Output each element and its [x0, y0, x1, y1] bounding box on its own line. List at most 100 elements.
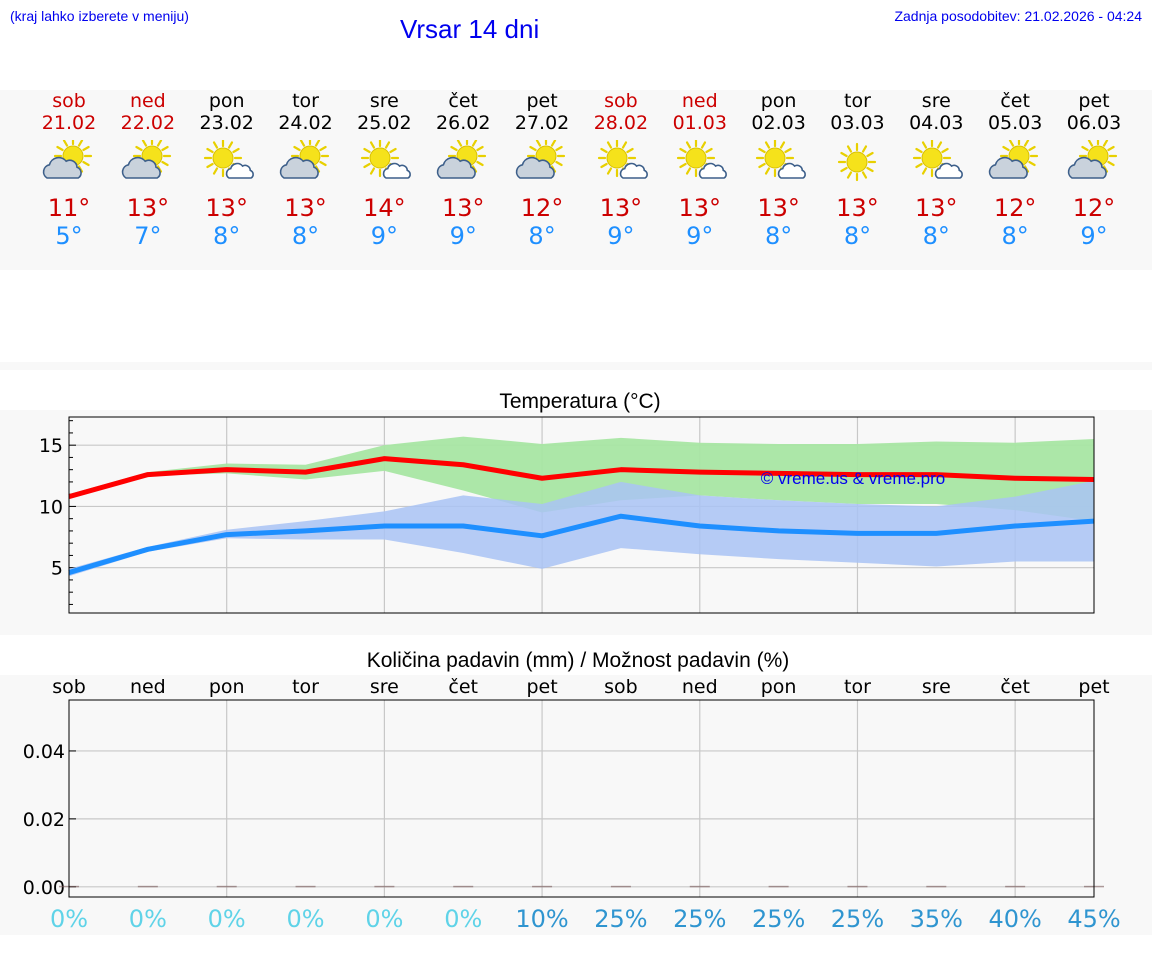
precipitation-y-tick-label: 0.00 [23, 877, 65, 899]
sun-small-cloud-icon [581, 140, 661, 184]
day-date: 03.03 [830, 112, 885, 134]
day-name: pon [208, 90, 245, 112]
page-title: Vrsar 14 dni [400, 14, 540, 44]
sun-icon [817, 140, 897, 184]
max-temperature-range-band [69, 436, 1094, 522]
forecast-day: pet 27.02 12° 8° [502, 90, 582, 250]
day-name: pet [1078, 90, 1110, 112]
precipitation-day-label: pet [526, 676, 557, 698]
precipitation-day-label: ned [682, 676, 718, 698]
day-date: 05.03 [987, 112, 1043, 134]
min-temperature: 8° [528, 222, 556, 250]
forecast-day: pet 06.03 12° 9° [1054, 90, 1134, 250]
cloud-sun-icon [29, 140, 109, 184]
precipitation-probability-label: 35% [910, 905, 963, 933]
sun-small-cloud-icon [344, 140, 424, 184]
max-temperature: 13° [836, 194, 879, 222]
precipitation-bar [295, 885, 316, 888]
cloud-sun-icon [975, 140, 1055, 184]
min-temperature-line [68, 513, 1095, 575]
min-temperature: 8° [213, 222, 241, 250]
precipitation-plot-frame [68, 699, 1095, 898]
precipitation-bar [768, 885, 789, 888]
forecast-day: čet 26.02 13° 9° [423, 90, 503, 250]
day-name: čet [1000, 90, 1030, 112]
day-name: sob [604, 90, 638, 112]
min-temperature: 8° [291, 222, 320, 250]
forecast-day: tor 24.02 13° 8° [266, 90, 346, 250]
max-temperature: 13° [757, 194, 800, 222]
precipitation-bar [1005, 885, 1026, 888]
min-temperature: 9° [370, 222, 399, 250]
day-date: 21.02 [41, 112, 97, 134]
cloud-sun-icon [1054, 140, 1134, 184]
min-temperature: 9° [607, 222, 635, 250]
day-name: pet [526, 90, 558, 112]
max-temperature: 12° [520, 194, 564, 222]
min-temperature: 9° [1080, 222, 1108, 250]
precipitation-day-label: ned [130, 676, 166, 698]
precipitation-day-label: pon [209, 676, 245, 698]
day-date: 25.02 [357, 112, 412, 134]
precipitation-probability-label: 0% [50, 905, 88, 933]
temperature-y-tick-label: 15 [39, 435, 63, 457]
cloud-sun-icon [108, 140, 188, 184]
precipitation-day-label: tor [844, 676, 871, 698]
forecast-day: tor 03.03 13° 8° [817, 90, 897, 250]
precipitation-bar [689, 885, 710, 888]
forecast-day: sob 28.02 13° 9° [581, 90, 661, 250]
precipitation-day-label: pet [1078, 676, 1109, 698]
max-temperature: 13° [441, 194, 485, 222]
precipitation-day-label: sre [922, 676, 951, 698]
day-date: 28.02 [593, 112, 649, 134]
day-date: 02.03 [751, 112, 806, 134]
min-temperature: 9° [449, 222, 477, 250]
precipitation-bar [532, 885, 553, 888]
precipitation-bar [926, 885, 947, 888]
forecast-day: ned 22.02 13° 7° [108, 90, 188, 250]
sun-small-cloud-icon [660, 140, 740, 184]
forecast-day: pon 02.03 13° 8° [739, 90, 819, 250]
min-temperature: 8° [1001, 222, 1029, 250]
precipitation-bar [137, 885, 158, 888]
sun-small-cloud-icon [896, 140, 976, 184]
day-date: 06.03 [1066, 112, 1122, 134]
day-date: 27.02 [514, 112, 570, 134]
location-menu-hint: (kraj lahko izberete v meniju) [10, 8, 189, 24]
min-temperature: 8° [922, 222, 950, 250]
forecast-strip: sob 21.02 11° 5° ned 22.02 13° 7° pon 23.02 13° 8° t… [0, 90, 1152, 270]
precipitation-y-tick-label: 0.02 [23, 809, 65, 831]
precipitation-chart-title: Količina padavin (mm) / Možnost padavin … [367, 649, 790, 672]
max-temperature: 13° [126, 194, 170, 222]
precipitation-probability-label: 10% [515, 905, 568, 933]
day-date: 04.03 [909, 112, 964, 134]
max-temperature: 11° [47, 194, 91, 222]
day-name: pon [760, 90, 797, 112]
cloud-sun-icon [423, 140, 503, 184]
precipitation-probability-label: 25% [673, 905, 726, 933]
min-temperature: 7° [134, 222, 162, 250]
temperature-chart-title: Temperatura (°C) [499, 390, 660, 413]
precipitation-plot-area [69, 700, 1094, 897]
day-name: tor [292, 90, 319, 112]
precipitation-day-label: čet [448, 676, 478, 698]
precipitation-bar [610, 885, 631, 888]
sun-small-cloud-icon [739, 140, 819, 184]
max-temperature-line [68, 456, 1095, 500]
day-name: tor [844, 90, 871, 112]
precipitation-day-label: sre [370, 676, 399, 698]
forecast-day: ned 01.03 13° 9° [660, 90, 740, 250]
max-temperature: 13° [599, 194, 643, 222]
max-temperature: 13° [678, 194, 722, 222]
precipitation-probability-label: 25% [752, 905, 805, 933]
precipitation-probability-label: 0% [208, 905, 246, 933]
day-name: ned [129, 90, 166, 112]
precipitation-probability-label: 40% [988, 905, 1041, 933]
forecast-day: čet 05.03 12° 8° [975, 90, 1055, 250]
day-date: 26.02 [436, 112, 491, 134]
forecast-day: pon 23.02 13° 8° [187, 90, 267, 250]
sun-small-cloud-icon [187, 140, 267, 184]
precipitation-probability-label: 0% [286, 905, 324, 933]
max-temperature: 13° [284, 194, 327, 222]
last-update-timestamp: Zadnja posodobitev: 21.02.2026 - 04:24 [894, 8, 1142, 24]
